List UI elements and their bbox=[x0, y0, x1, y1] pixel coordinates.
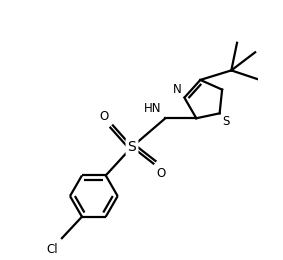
Text: N: N bbox=[173, 83, 181, 96]
Text: O: O bbox=[100, 110, 109, 123]
Text: S: S bbox=[128, 140, 136, 154]
Text: Cl: Cl bbox=[46, 243, 58, 256]
Text: HN: HN bbox=[144, 102, 162, 115]
Text: S: S bbox=[222, 115, 230, 128]
Text: O: O bbox=[156, 167, 166, 180]
